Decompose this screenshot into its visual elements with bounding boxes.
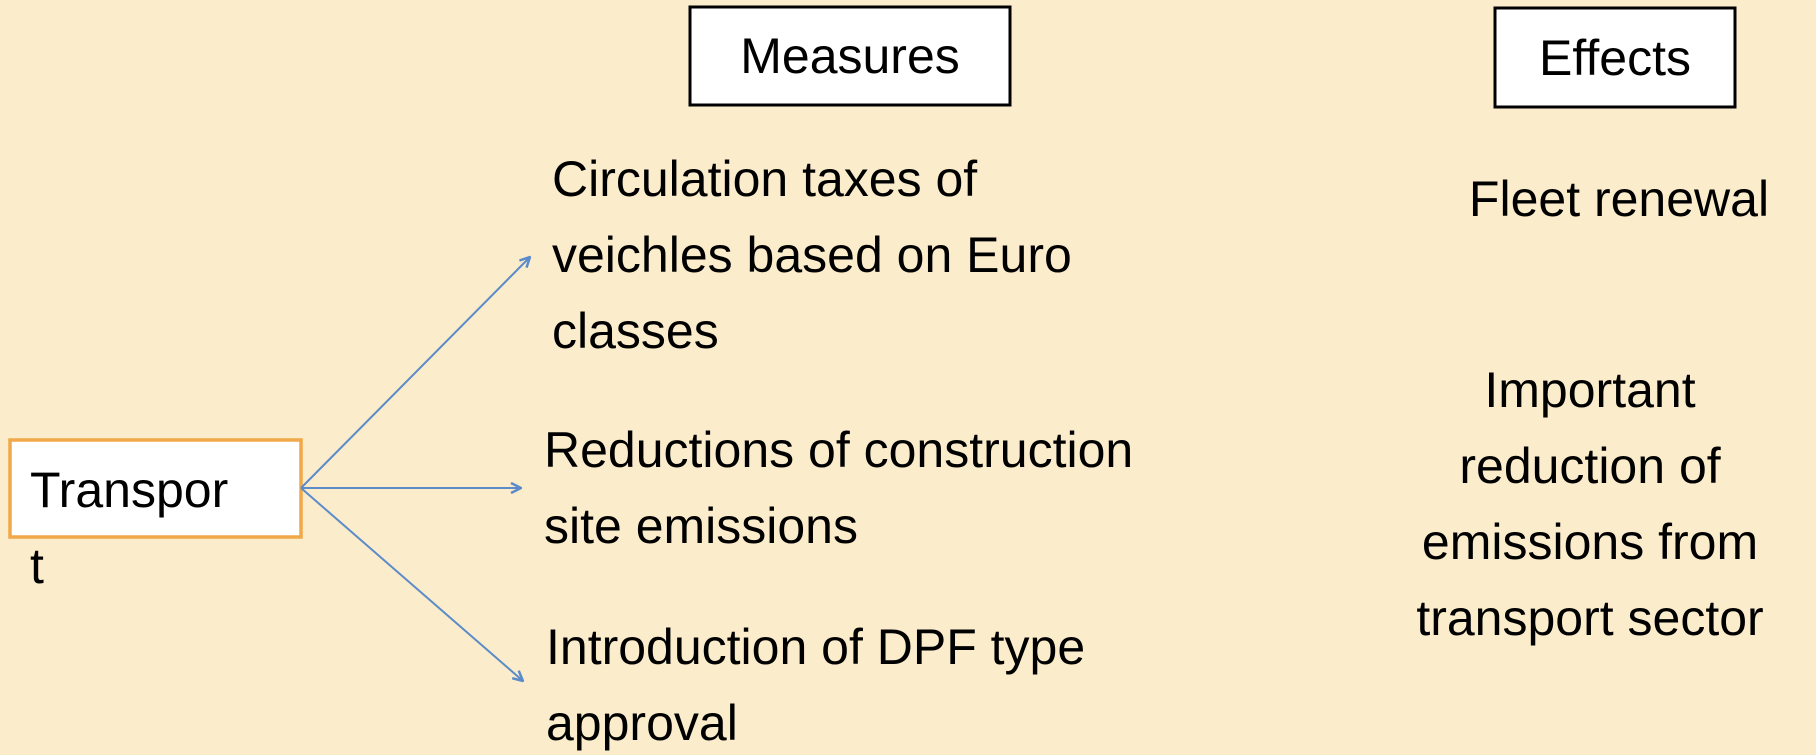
effect-label: emissions from: [1422, 514, 1758, 570]
arrow: [300, 257, 530, 489]
measure-label: Introduction of DPF type: [546, 619, 1085, 675]
measure-label: site emissions: [544, 498, 858, 554]
arrow: [300, 487, 523, 681]
measure-label: approval: [546, 695, 738, 751]
measures-box: [688, 5, 1012, 107]
source-box: [8, 438, 303, 539]
source-label: t: [30, 538, 44, 594]
effect-label: transport sector: [1416, 590, 1763, 646]
effect-label: Fleet renewal: [1469, 171, 1769, 227]
measure-label: veichles based on Euro: [552, 227, 1072, 283]
source-label: Transpor: [30, 462, 228, 518]
effect-label: Important: [1484, 362, 1695, 418]
effect-label: reduction of: [1459, 438, 1720, 494]
measure-label: Reductions of construction: [544, 422, 1133, 478]
measure-label: Circulation taxes of: [552, 151, 977, 207]
measures-header: Measures: [740, 28, 960, 84]
effects-box: [1493, 6, 1737, 109]
effects-header: Effects: [1539, 30, 1691, 86]
measure-label: classes: [552, 303, 719, 359]
